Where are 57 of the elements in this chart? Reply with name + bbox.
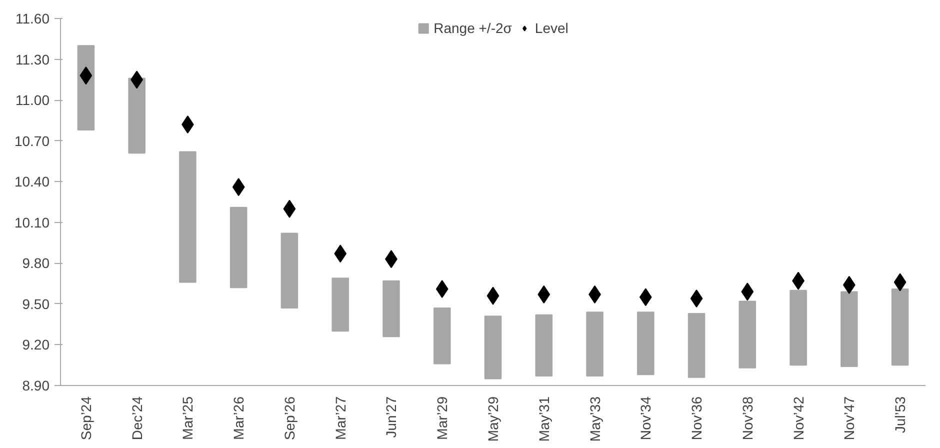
- x-tick-label: Jul’53: [892, 396, 908, 434]
- x-tick-label: Nov’47: [841, 396, 858, 440]
- x-tick-label: Dec’24: [128, 396, 145, 440]
- x-tick-label: Mar’29: [434, 396, 450, 440]
- y-tick-label: 9.20: [22, 336, 50, 353]
- point: [538, 285, 550, 304]
- x-tick-label: Nov’42: [790, 396, 806, 440]
- bar: [280, 232, 298, 309]
- bar: [535, 314, 553, 376]
- bar: [332, 278, 349, 332]
- bar: [382, 280, 400, 338]
- x-tick-label: Nov’36: [688, 396, 705, 440]
- point: [741, 282, 754, 301]
- bar: [433, 308, 451, 364]
- legend-label: Level: [534, 20, 568, 36]
- y-tick-label: 11.30: [16, 51, 50, 68]
- x-tick-label: Sep’26: [281, 396, 298, 440]
- y-tick-label: 9.80: [22, 255, 50, 272]
- x-tick-label: Mar’26: [230, 396, 247, 440]
- point: [80, 66, 92, 85]
- bar: [840, 291, 858, 367]
- x-tick-label: Mar’25: [180, 396, 196, 440]
- x-tick-label: Mar’27: [332, 396, 348, 440]
- x-tick-label: Nov’38: [739, 396, 756, 440]
- point: [283, 200, 296, 218]
- y-tick-label: 11.60: [16, 10, 50, 26]
- bar: [738, 300, 756, 368]
- bar: [637, 312, 654, 376]
- x-tick-label: May’29: [485, 396, 501, 442]
- bar: [128, 78, 146, 154]
- y-tick-label: 8.90: [22, 378, 50, 394]
- x-tick-label: May’33: [586, 396, 603, 442]
- bar: [790, 290, 807, 366]
- bar: [179, 151, 196, 283]
- y-tick-label: 9.50: [22, 296, 50, 312]
- y-tick-label: 10.10: [14, 214, 50, 230]
- bar: [230, 206, 248, 288]
- point: [334, 244, 347, 263]
- point: [894, 273, 906, 292]
- x-tick-label: Nov’34: [638, 396, 654, 440]
- bar: [688, 312, 706, 378]
- point: [436, 280, 448, 298]
- y-tick-label: 10.40: [14, 174, 50, 190]
- x-tick-label: Jun’27: [383, 396, 400, 438]
- y-tick-label: 10.70: [14, 132, 50, 149]
- point: [232, 178, 245, 196]
- bar: [484, 316, 502, 380]
- y-tick-label: 11.00: [16, 92, 50, 108]
- x-tick-label: May’31: [536, 396, 552, 442]
- bar: [891, 288, 909, 366]
- point: [486, 286, 500, 305]
- point: [639, 288, 652, 306]
- point: [690, 290, 703, 308]
- legend-label: Range +/-2σ: [434, 20, 512, 36]
- bar: [586, 312, 604, 376]
- bar: [77, 45, 95, 130]
- x-tick-label: Sep’24: [78, 396, 94, 440]
